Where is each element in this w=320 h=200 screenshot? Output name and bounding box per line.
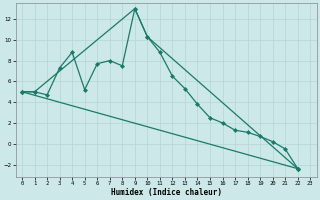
X-axis label: Humidex (Indice chaleur): Humidex (Indice chaleur) [111, 188, 222, 197]
